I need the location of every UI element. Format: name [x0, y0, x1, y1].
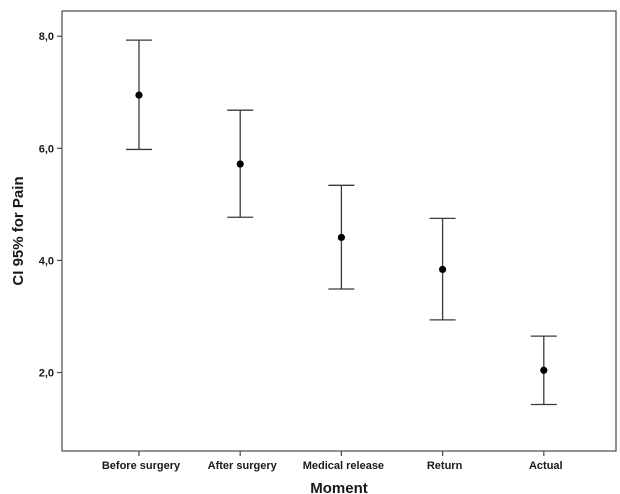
y-axis-title: CI 95% for Pain [10, 176, 27, 285]
x-axis-title: Moment [310, 480, 368, 494]
x-tick-label: Medical release [303, 460, 384, 472]
x-tick-label: Before surgery [102, 460, 181, 472]
y-axis: 8,0 6,0 4,0 2,0 [39, 31, 62, 380]
error-bar-group [429, 217, 456, 321]
x-tick-label: After surgery [208, 460, 278, 472]
error-bar-group [227, 109, 254, 218]
mean-point [236, 160, 244, 168]
mean-point [540, 366, 548, 374]
y-tick-label: 2,0 [39, 368, 54, 380]
error-bar-group [328, 184, 355, 290]
plot-frame [61, 10, 617, 452]
mean-point [135, 91, 143, 99]
x-tick-label: Actual [529, 460, 563, 472]
error-bar-group [126, 39, 152, 151]
y-tick-label: 6,0 [39, 143, 54, 155]
y-tick-label: 8,0 [39, 31, 54, 43]
y-tick-label: 4,0 [39, 255, 54, 267]
mean-point [337, 233, 345, 242]
mean-point [439, 265, 447, 273]
error-bar-group [530, 335, 557, 406]
x-tick-label: Return [427, 460, 463, 472]
error-bars [126, 39, 557, 406]
x-axis: Before surgery After surgery Medical relea… [102, 451, 563, 472]
